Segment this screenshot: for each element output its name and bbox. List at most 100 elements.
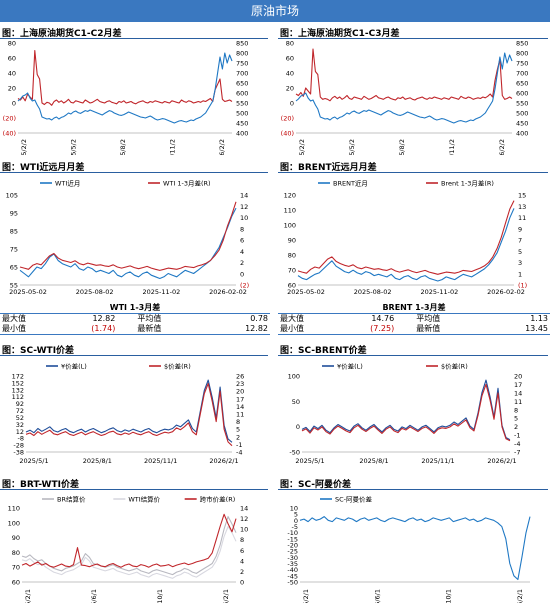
y-tick-label: -20 xyxy=(287,542,298,550)
x-tick-label: 2026/2/1 xyxy=(222,589,230,603)
y-tick-label: -5 xyxy=(292,523,298,531)
y2-tick-label: 500 xyxy=(516,110,528,118)
x-tick-label: 2026/2/1 xyxy=(209,457,238,465)
x-tick-label: 2025/2/2 xyxy=(20,139,28,155)
chart-panel-brent-spread: 图：BRENT近远月月差 120 110 100 90 80 70 60 15 13 11 9 7 5 3… xyxy=(278,160,550,300)
legend-label: 跨市价差(R) xyxy=(200,495,236,504)
legend-label: WTI近月 xyxy=(55,179,80,188)
chart-title: 图：WTI近远月月差 xyxy=(2,163,85,173)
legend-label: WTI 1-3月差(R) xyxy=(163,179,211,188)
y2-tick-label: 400 xyxy=(516,130,528,138)
y-tick-label: -35 xyxy=(287,560,298,568)
y2-tick-label: 450 xyxy=(236,120,248,128)
x-tick-label: 2025/5/1 xyxy=(19,457,48,465)
x-tick-label: 2025/11/1 xyxy=(144,457,177,465)
series-line xyxy=(25,383,233,447)
y2-tick-label: 850 xyxy=(516,40,528,48)
y-tick-label: 100 xyxy=(288,373,300,381)
stats-table-brent: BRENT 1-3月差 最大值 14.76 平均值 1.13 最小值 (7.25… xyxy=(278,302,550,335)
y2-tick-label: 8 xyxy=(514,406,518,414)
x-tick-label: 2026/2/2 xyxy=(498,139,506,155)
y2-tick-label: 750 xyxy=(516,60,528,68)
chart-title: 图：SC-阿曼价差 xyxy=(280,480,352,490)
y-tick-label: 12 xyxy=(16,428,24,436)
y2-tick-label: 4 xyxy=(240,557,244,565)
x-tick-label: 2025/8/2 xyxy=(398,139,406,155)
y-tick-label: -50 xyxy=(289,449,300,457)
y-tick-label: 60 xyxy=(8,55,16,63)
series-line xyxy=(21,525,237,579)
y2-tick-label: 700 xyxy=(516,70,528,78)
series-line xyxy=(17,49,233,106)
y2-tick-label: 11 xyxy=(518,214,526,222)
x-tick-label: 2025/8/2 xyxy=(119,139,127,155)
y-tick-label: 60 xyxy=(288,282,296,290)
y2-tick-label: 11 xyxy=(236,411,244,419)
y-tick-label: 70 xyxy=(12,564,20,572)
series-line xyxy=(297,208,515,282)
series-line xyxy=(301,383,511,442)
stat-label: 最新值 xyxy=(416,324,441,333)
series-line xyxy=(295,52,513,124)
section-banner: 原油市场 xyxy=(0,0,550,22)
x-tick-label: 2025/10/1 xyxy=(445,589,453,603)
stats-header: WTI 1-3月差 xyxy=(109,303,161,312)
chart-panel-c1-c2: 图：上海原油期货C1-C2月差 80 60 40 20 0 (20) (40) 850 800 7… xyxy=(0,24,270,155)
legend-label: SC-阿曼价差 xyxy=(335,495,373,504)
y-tick-label: 10 xyxy=(290,505,298,513)
y-tick-label: 70 xyxy=(288,267,296,275)
y2-tick-label: 8 xyxy=(240,225,244,233)
y2-tick-label: 10 xyxy=(240,526,248,534)
y-tick-label: 152 xyxy=(12,379,24,387)
y2-tick-label: 800 xyxy=(516,50,528,58)
y-tick-label: 50 xyxy=(292,398,300,406)
y-tick-label: 72 xyxy=(16,407,24,415)
y-tick-label: -28 xyxy=(13,442,24,450)
stats-header: BRENT 1-3月差 xyxy=(382,303,446,312)
y2-tick-label: 600 xyxy=(516,90,528,98)
y2-tick-label: 650 xyxy=(516,80,528,88)
x-tick-label: 2025/10/1 xyxy=(156,589,164,603)
series-line xyxy=(21,513,237,568)
y2-tick-label: 5 xyxy=(518,248,522,256)
y-tick-label: -38 xyxy=(13,449,24,457)
y-tick-label: 132 xyxy=(12,386,24,394)
y-tick-label: 65 xyxy=(10,264,18,272)
chart-svg: 1721521321129272523212-8-28-382623201714… xyxy=(12,362,245,466)
series-line xyxy=(21,516,237,576)
legend-label: WTI结算价 xyxy=(128,495,160,504)
y2-tick-label: 2 xyxy=(514,423,518,431)
y2-tick-label: 0 xyxy=(240,270,244,278)
stat-label: 平均值 xyxy=(137,314,162,323)
y-tick-label: 120 xyxy=(284,192,296,200)
chart-title: 图：BRT-WTI价差 xyxy=(2,480,79,490)
legend-label: BR结算价 xyxy=(57,495,86,504)
y2-tick-label: 8 xyxy=(236,418,240,426)
chart-panel-wti-spread: 图：WTI近远月月差 105 95 85 75 65 55 14 12 10 8 6 4 2 0 (2) 20… xyxy=(0,160,270,300)
y2-tick-label: 14 xyxy=(240,505,248,513)
y-tick-label: -15 xyxy=(287,535,298,543)
y-tick-label: 90 xyxy=(12,534,20,542)
y2-tick-label: 7 xyxy=(518,237,522,245)
y-tick-label: 20 xyxy=(8,85,16,93)
y2-tick-label: 2 xyxy=(240,568,244,576)
y-tick-label: 90 xyxy=(288,237,296,245)
y-tick-label: (40) xyxy=(281,130,294,138)
y2-tick-label: (2) xyxy=(240,282,249,290)
y2-tick-label: 14 xyxy=(236,403,244,411)
y2-tick-label: 850 xyxy=(236,40,248,48)
x-tick-label: 2025-11-02 xyxy=(420,288,458,296)
y-tick-label: -50 xyxy=(287,579,298,587)
stat-value: 0.78 xyxy=(250,314,268,323)
stat-value: (1.74) xyxy=(91,324,116,333)
y2-tick-label: 800 xyxy=(236,50,248,58)
y-tick-label: -40 xyxy=(287,566,298,574)
chart-svg: 80 60 40 20 0 (20) (40) 850 800 750 700 650 600 550 50… xyxy=(281,40,529,156)
y2-tick-label: 8 xyxy=(240,536,244,544)
y2-tick-label: 10 xyxy=(240,214,248,222)
y-tick-label: 110 xyxy=(8,505,20,513)
y-tick-label: -30 xyxy=(287,554,298,562)
y2-tick-label: 650 xyxy=(236,80,248,88)
y-tick-label: 75 xyxy=(10,246,18,254)
